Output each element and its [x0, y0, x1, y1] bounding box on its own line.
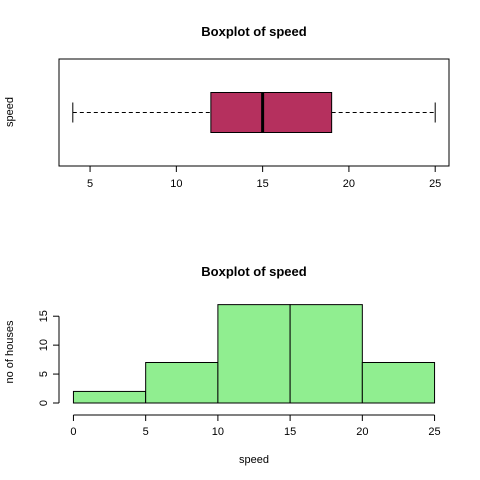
- histogram-x-tick-label: 5: [143, 426, 149, 438]
- histogram-bar: [217, 304, 291, 404]
- boxplot-x-tick-label: 25: [429, 178, 441, 190]
- boxplot-x-tick-label: 15: [257, 178, 269, 190]
- histogram-title: Boxplot of speed: [201, 264, 307, 279]
- histogram-y-tick-label: 10: [38, 339, 50, 351]
- histogram-y-tick-label: 0: [38, 400, 50, 406]
- histogram-y-tick-label: 15: [38, 310, 50, 322]
- histogram-x-tick-label: 20: [356, 426, 368, 438]
- histogram-x-label: speed: [239, 454, 269, 466]
- histogram-chart: Boxplot of speed no of houses speed 0 5 10…: [4, 264, 441, 466]
- histogram-bar: [361, 361, 436, 404]
- histogram-x-tick-label: 15: [284, 426, 296, 438]
- boxplot-x-tick-label: 10: [170, 178, 182, 190]
- boxplot-title: Boxplot of speed: [201, 24, 307, 39]
- iqr-box: [210, 92, 333, 133]
- histogram-bar: [72, 390, 147, 404]
- boxplot-chart: Boxplot of speed speed 5 10 15 20 25: [4, 24, 450, 190]
- histogram-bar: [145, 361, 219, 404]
- histogram-x-tick-label: 25: [428, 426, 440, 438]
- histogram-bar: [289, 304, 363, 404]
- histogram-x-tick-label: 10: [212, 426, 224, 438]
- boxplot-x-tick-label: 20: [343, 178, 355, 190]
- boxplot-x-tick-label: 5: [87, 178, 93, 190]
- histogram-y-tick-label: 5: [38, 371, 50, 377]
- histogram-x-tick-label: 0: [70, 426, 76, 438]
- boxplot-y-label: speed: [4, 97, 16, 127]
- histogram-y-label: no of houses: [4, 320, 16, 383]
